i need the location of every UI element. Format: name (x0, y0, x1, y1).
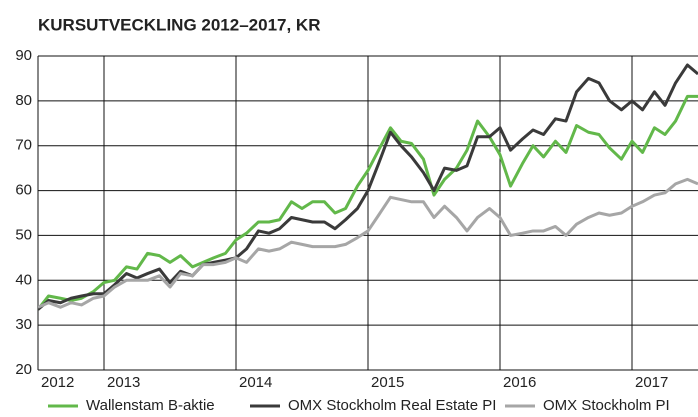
legend-label: OMX Stockholm PI (543, 397, 670, 414)
y-tick-label: 40 (15, 271, 32, 288)
y-tick-label: 50 (15, 226, 32, 243)
plot-area (38, 63, 698, 311)
x-tick-label: 2012 (41, 374, 74, 391)
series-line (38, 63, 698, 311)
y-tick-label: 30 (15, 316, 32, 333)
x-tick-label: 2014 (239, 374, 272, 391)
x-tick-label: 2017 (635, 374, 668, 391)
y-tick-label: 60 (15, 182, 32, 199)
series-line (38, 94, 698, 311)
x-tick-label: 2016 (503, 374, 536, 391)
x-tick-label: 2015 (371, 374, 404, 391)
series-line (38, 177, 698, 309)
y-tick-label: 90 (15, 47, 32, 64)
legend-label: Wallenstam B-aktie (86, 397, 215, 414)
chart-title: KURSUTVECKLING 2012–2017, KR (38, 15, 320, 34)
x-tick-label: 2013 (107, 374, 140, 391)
y-tick-label: 20 (15, 361, 32, 378)
y-tick-label: 80 (15, 92, 32, 109)
legend-label: OMX Stockholm Real Estate PI (288, 397, 496, 414)
y-tick-label: 70 (15, 137, 32, 154)
